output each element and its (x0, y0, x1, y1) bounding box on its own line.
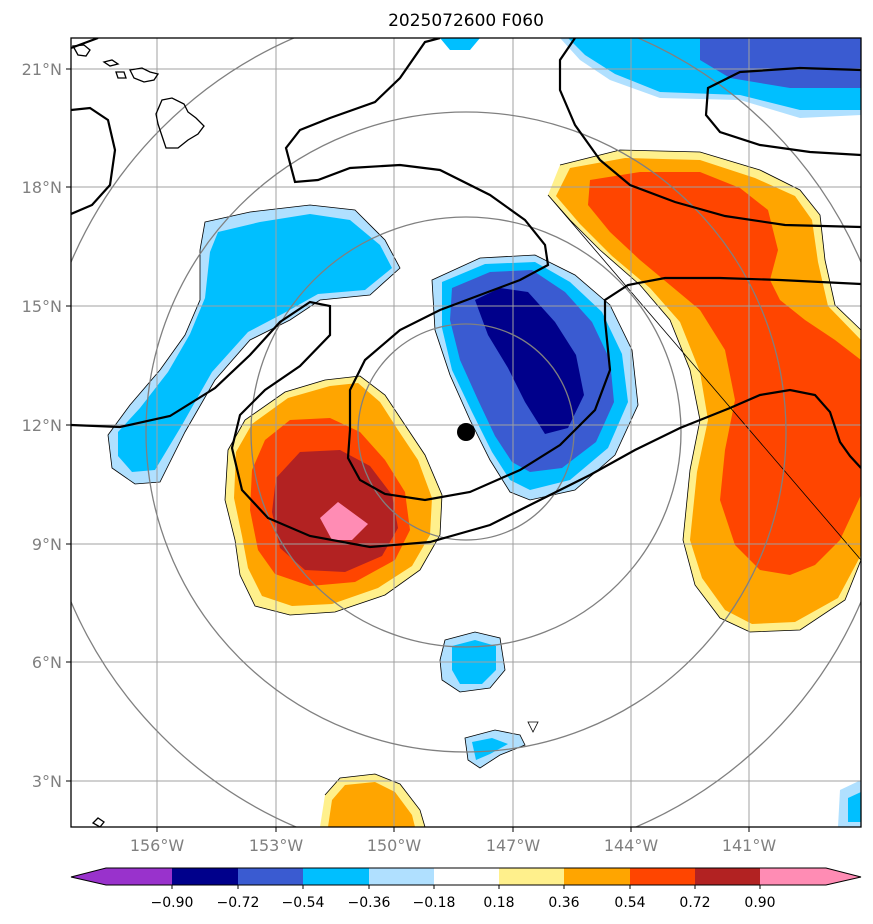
colorbar-outline (70, 867, 862, 886)
colorbar-bin (760, 868, 826, 885)
colorbar-tick-label: −0.18 (413, 895, 456, 911)
map-title: 2025072600 F060 (388, 11, 544, 31)
lat-label: 9°N (32, 535, 62, 554)
lat-label: 21°N (22, 60, 62, 79)
colorbar-bin (695, 868, 760, 885)
colorbar-bin (564, 868, 630, 885)
colorbar: −0.90 −0.72 −0.54 −0.36 −0.18 0.18 0.36 … (70, 867, 862, 911)
positive-anomaly-south (320, 774, 425, 827)
colorbar-tick-label: 0.54 (614, 895, 645, 911)
colorbar-tick-label: 0.72 (679, 895, 710, 911)
hawaii-coastline (71, 44, 205, 827)
axis-ticks (66, 68, 750, 832)
range-rings (71, 38, 861, 827)
longitude-labels: 156°W 153°W 150°W 147°W 144°W 141°W (130, 836, 777, 855)
lat-label: 18°N (22, 178, 62, 197)
colorbar-bin (630, 868, 695, 885)
colorbar-bin (499, 868, 564, 885)
colorbar-bin (106, 868, 172, 885)
negative-anomaly-center (432, 255, 638, 500)
lat-label: 15°N (22, 297, 62, 316)
map-area (71, 38, 861, 827)
colorbar-tick-label: −0.72 (217, 895, 260, 911)
colorbar-tick-label: −0.90 (151, 895, 194, 911)
lon-label: 144°W (604, 836, 659, 855)
lon-label: 147°W (486, 836, 541, 855)
lon-label: 150°W (367, 836, 422, 855)
colorbar-tick-label: 0.18 (483, 895, 514, 911)
positive-anomaly-east (548, 150, 861, 632)
storm-center-marker (457, 423, 475, 441)
colorbar-extend-high (826, 868, 861, 885)
colorbar-extend-low (71, 868, 106, 885)
colorbar-bin (303, 868, 369, 885)
lat-label: 6°N (32, 653, 62, 672)
negative-anomaly-west (108, 205, 400, 484)
colorbar-tick-label: 0.90 (744, 895, 775, 911)
lon-label: 141°W (722, 836, 777, 855)
colorbar-bin (172, 868, 238, 885)
colorbar-tick-label: −0.54 (282, 895, 325, 911)
colorbar-tick-label: 0.36 (548, 895, 579, 911)
latitude-labels: 3°N 6°N 9°N 12°N 15°N 18°N 21°N (22, 60, 62, 791)
colorbar-bin (238, 868, 303, 885)
graticule (71, 38, 861, 827)
map-frame (70, 37, 862, 828)
lon-label: 156°W (130, 836, 185, 855)
lon-label: 153°W (249, 836, 304, 855)
lat-label: 3°N (32, 772, 62, 791)
colorbar-bin (434, 868, 499, 885)
colorbar-tick-label: −0.36 (348, 895, 391, 911)
lat-label: 12°N (22, 416, 62, 435)
colorbar-bin (369, 868, 434, 885)
height-contours (71, 38, 861, 549)
